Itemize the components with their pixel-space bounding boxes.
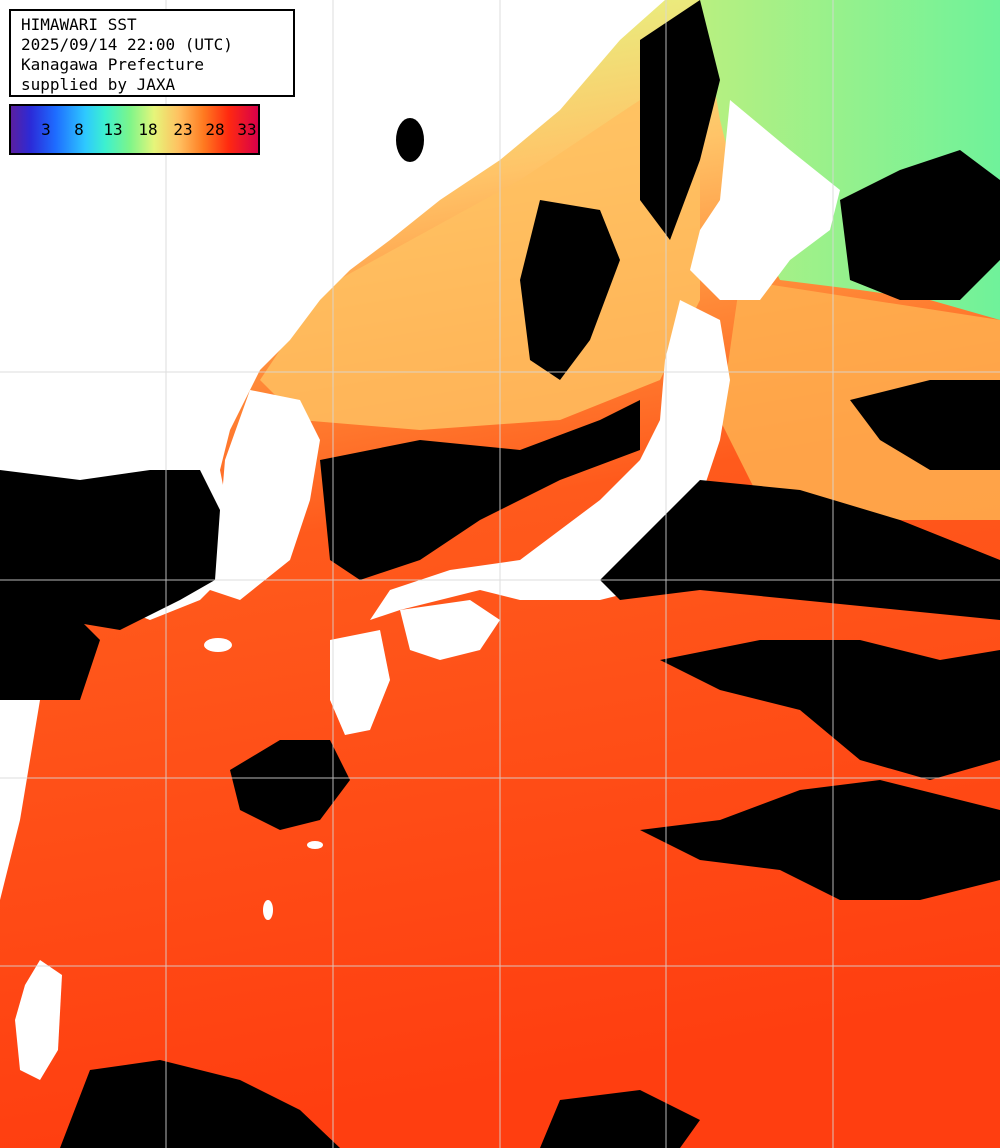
legend-tick: 8 (74, 120, 84, 139)
legend-tick: 3 (41, 120, 51, 139)
land-shikoku (400, 600, 500, 660)
color-scale-legend: 3 8 13 18 23 28 33 (9, 104, 260, 155)
legend-tick: 33 (237, 120, 257, 139)
legend-tick: 18 (138, 120, 158, 139)
title-line-2: 2025/09/14 22:00 (UTC) (21, 35, 233, 54)
land-island-tanegashima (307, 841, 323, 849)
land-korea (210, 390, 320, 600)
title-line-3: Kanagawa Prefecture (21, 55, 205, 74)
legend-tick: 13 (103, 120, 123, 139)
land-hokkaido (690, 100, 840, 300)
land-taiwan (15, 960, 62, 1080)
land-kyushu (330, 630, 390, 735)
title-line-1: HIMAWARI SST (21, 15, 137, 34)
title-line-4: supplied by JAXA (21, 75, 176, 94)
title-box: HIMAWARI SST 2025/09/14 22:00 (UTC) Kana… (9, 9, 295, 97)
land-island-jeju (204, 638, 232, 652)
legend-tick: 23 (173, 120, 193, 139)
legend-tick: 28 (205, 120, 225, 139)
land-island-okinawa (263, 900, 273, 920)
